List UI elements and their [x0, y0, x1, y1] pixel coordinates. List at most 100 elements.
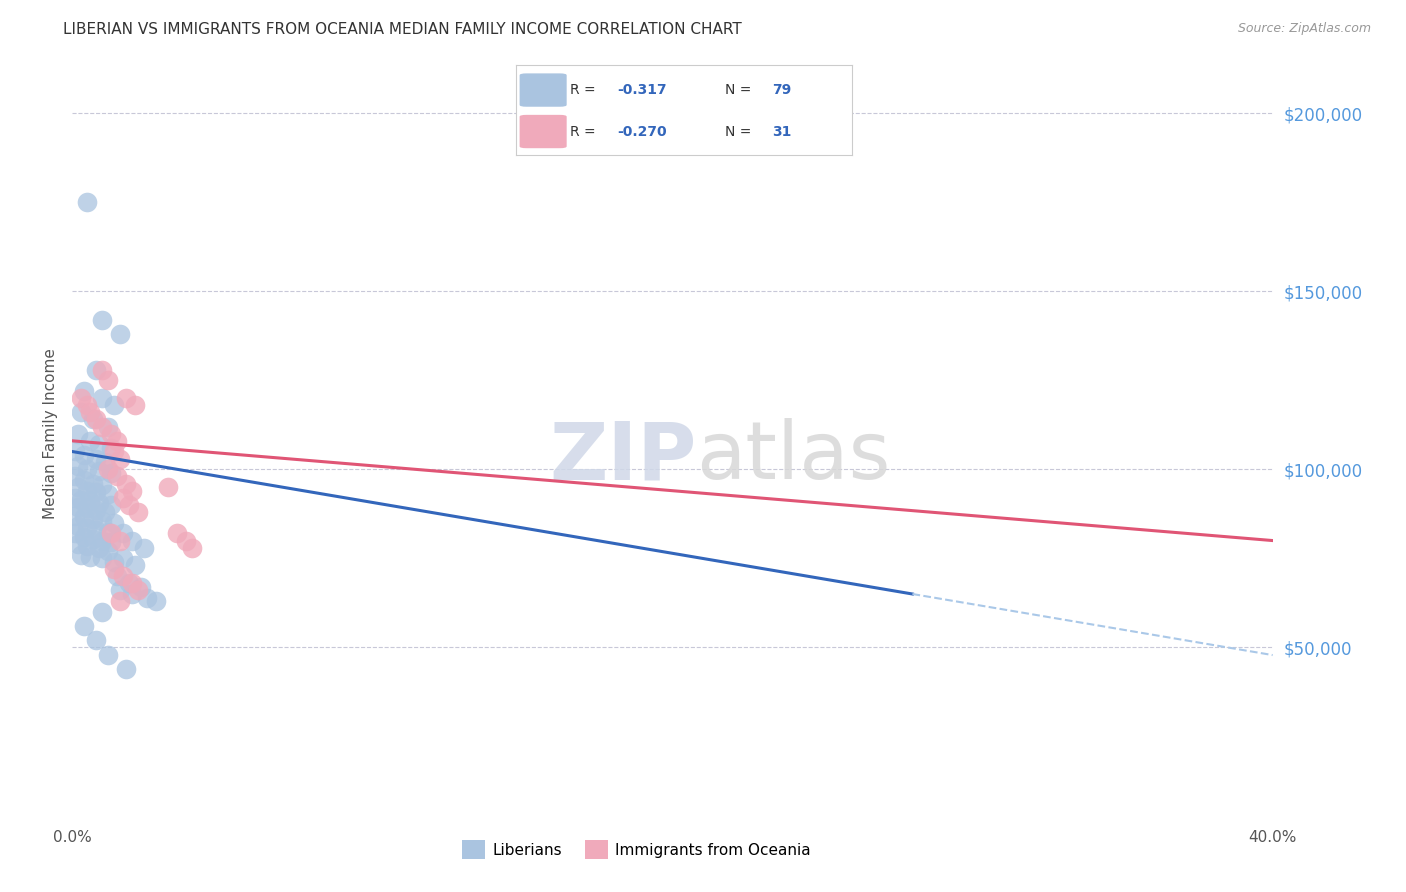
Point [181, 541, 204, 555]
Point [121, 533, 143, 548]
Point [127, 505, 149, 519]
Point [145, 594, 167, 608]
Point [76, 539, 98, 553]
Point [63, 444, 86, 458]
Point [108, 583, 131, 598]
Point [103, 444, 125, 458]
Point [97, 544, 120, 558]
Point [76, 483, 98, 498]
Point [63, 526, 86, 541]
Point [91, 419, 114, 434]
Point [91, 391, 114, 405]
Point [76, 195, 98, 210]
Point [105, 434, 128, 448]
Point [105, 569, 128, 583]
Point [108, 451, 131, 466]
Point [91, 478, 114, 492]
Point [129, 580, 152, 594]
Point [97, 524, 120, 539]
Point [76, 501, 98, 516]
Point [63, 491, 86, 505]
Point [115, 476, 138, 491]
Point [112, 551, 135, 566]
Text: LIBERIAN VS IMMIGRANTS FROM OCEANIA MEDIAN FAMILY INCOME CORRELATION CHART: LIBERIAN VS IMMIGRANTS FROM OCEANIA MEDI… [63, 22, 742, 37]
Point [108, 326, 131, 341]
Point [87, 496, 110, 510]
Point [174, 533, 197, 548]
Point [79, 434, 101, 448]
Point [66, 537, 89, 551]
Point [84, 523, 107, 537]
Point [97, 373, 120, 387]
Point [91, 362, 114, 376]
Point [79, 494, 101, 508]
Point [105, 469, 128, 483]
Point [103, 398, 125, 412]
Point [121, 587, 143, 601]
Point [103, 516, 125, 530]
Point [79, 405, 101, 419]
Point [70, 391, 93, 405]
Point [84, 633, 107, 648]
Point [73, 510, 96, 524]
Point [97, 648, 120, 662]
Point [97, 462, 120, 476]
Point [118, 576, 141, 591]
Point [91, 533, 114, 548]
Point [100, 441, 122, 455]
Point [112, 526, 135, 541]
Point [124, 558, 146, 573]
Point [87, 541, 110, 555]
Point [82, 412, 104, 426]
Point [79, 549, 101, 564]
Point [66, 426, 89, 441]
Point [100, 426, 122, 441]
Y-axis label: Median Family Income: Median Family Income [44, 348, 58, 519]
Point [100, 535, 122, 549]
Point [121, 576, 143, 591]
Point [103, 562, 125, 576]
Point [82, 476, 104, 491]
Point [157, 480, 180, 494]
Point [76, 462, 98, 476]
Text: ZIP: ZIP [550, 418, 696, 496]
Point [87, 464, 110, 478]
Point [97, 419, 120, 434]
Text: Source: ZipAtlas.com: Source: ZipAtlas.com [1237, 22, 1371, 36]
Point [115, 662, 138, 676]
Point [70, 548, 93, 562]
Point [115, 391, 138, 405]
Point [63, 508, 86, 523]
Point [97, 487, 120, 501]
Point [82, 512, 104, 526]
Point [91, 514, 114, 528]
Point [108, 594, 131, 608]
Point [166, 526, 188, 541]
Point [91, 312, 114, 326]
Point [94, 505, 117, 519]
Point [94, 455, 117, 469]
Point [73, 530, 96, 544]
Point [100, 526, 122, 541]
Point [136, 591, 159, 605]
Point [84, 362, 107, 376]
Point [66, 480, 89, 494]
Point [112, 491, 135, 505]
Point [70, 492, 93, 507]
Point [91, 605, 114, 619]
Point [87, 437, 110, 451]
Point [70, 405, 93, 419]
Point [73, 448, 96, 462]
Point [73, 619, 96, 633]
Point [112, 569, 135, 583]
Point [76, 521, 98, 535]
Point [100, 498, 122, 512]
Point [132, 541, 155, 555]
Point [66, 500, 89, 514]
Point [127, 583, 149, 598]
Point [73, 473, 96, 487]
Point [84, 412, 107, 426]
Point [91, 551, 114, 566]
Point [103, 555, 125, 569]
Point [73, 384, 96, 398]
